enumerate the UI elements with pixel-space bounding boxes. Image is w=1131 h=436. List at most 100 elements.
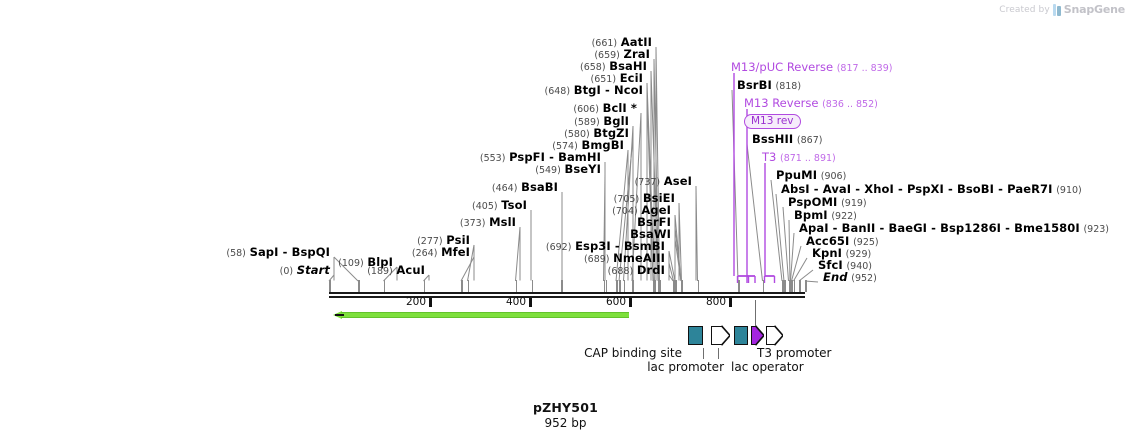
- enzyme-label[interactable]: (0) Start: [280, 264, 330, 278]
- enzyme-label[interactable]: PpuMI (906): [776, 169, 846, 183]
- restriction-site-tick[interactable]: [697, 280, 700, 292]
- restriction-site-tick[interactable]: [784, 280, 786, 292]
- enzyme-label[interactable]: BpmI (922): [794, 209, 857, 223]
- enzyme-position: (704): [612, 206, 638, 217]
- enzyme-position: (688): [607, 266, 634, 277]
- feature-glyph-lac-operator[interactable]: [734, 326, 748, 345]
- feature-arrowhead: [755, 325, 764, 346]
- restriction-site-tick[interactable]: [515, 280, 518, 292]
- primer-binding-pill[interactable]: M13 rev: [744, 114, 801, 129]
- restriction-site-tick[interactable]: [329, 280, 331, 292]
- restriction-site-tick[interactable]: [673, 280, 676, 292]
- feature-caption[interactable]: CAP binding site: [584, 346, 682, 360]
- enzyme-label[interactable]: (553) PspFI - BamHI: [480, 151, 601, 165]
- restriction-site-tick[interactable]: [467, 280, 470, 292]
- primer-label[interactable]: M13/pUC Reverse (817 .. 839): [731, 61, 892, 75]
- restriction-site-tick[interactable]: [383, 280, 386, 292]
- enzyme-position: (925): [853, 237, 879, 248]
- enzyme-label[interactable]: (264) MfeI: [412, 246, 470, 260]
- restriction-site-tick[interactable]: [423, 280, 426, 292]
- enzyme-label[interactable]: (277) PsiI: [417, 234, 470, 248]
- enzyme-name: MslI: [489, 215, 516, 229]
- enzyme-label[interactable]: (189) AcuI: [367, 264, 425, 278]
- restriction-site-tick[interactable]: [619, 280, 621, 292]
- enzyme-label[interactable]: (689) NmeAIII: [584, 252, 665, 266]
- restriction-site-tick[interactable]: [805, 280, 807, 292]
- enzyme-label[interactable]: (580) BtgZI: [564, 127, 629, 141]
- restriction-site-tick[interactable]: [659, 280, 662, 292]
- enzyme-label[interactable]: (651) EciI: [591, 72, 644, 86]
- feature-glyph-t3-promoter-left-glyph[interactable]: [751, 325, 764, 346]
- enzyme-label[interactable]: (574) BmgBI: [552, 139, 624, 153]
- enzyme-label[interactable]: (648) BtgI - NcoI: [545, 84, 643, 98]
- enzyme-label[interactable]: BsrFI: [637, 216, 671, 228]
- feature-caption[interactable]: lac promoter: [647, 360, 724, 374]
- enzyme-label[interactable]: End (952): [823, 271, 877, 285]
- orf-arrow[interactable]: [333, 311, 629, 319]
- restriction-site-tick[interactable]: [788, 280, 791, 292]
- enzyme-label[interactable]: (659) ZraI: [594, 48, 650, 62]
- enzyme-position: (651): [590, 74, 617, 85]
- restriction-site-tick[interactable]: [461, 280, 463, 292]
- enzyme-name: AseI: [663, 174, 692, 188]
- feature-caption[interactable]: lac operator: [731, 360, 804, 374]
- enzyme-label[interactable]: (661) AatII: [592, 36, 652, 50]
- restriction-site-tick[interactable]: [623, 280, 626, 292]
- enzyme-label[interactable]: (464) BsaBI: [492, 181, 558, 195]
- restriction-site-tick[interactable]: [791, 280, 794, 292]
- restriction-site-tick[interactable]: [605, 280, 608, 292]
- enzyme-label[interactable]: ApaI - BanII - BaeGI - Bsp1286I - Bme158…: [799, 222, 1109, 236]
- enzyme-name: EciI: [619, 71, 643, 85]
- enzyme-label[interactable]: (373) MslI: [460, 216, 516, 230]
- restriction-site-tick[interactable]: [603, 280, 606, 292]
- enzyme-label[interactable]: (589) BglI: [574, 115, 629, 129]
- restriction-site-tick[interactable]: [790, 280, 793, 292]
- restriction-site-tick[interactable]: [653, 280, 655, 292]
- restriction-site-tick[interactable]: [675, 280, 677, 292]
- enzyme-label[interactable]: (705) BsiEI: [614, 192, 675, 206]
- enzyme-label[interactable]: (704) AgeI: [612, 204, 671, 218]
- enzyme-position: (648): [544, 86, 571, 97]
- feature-box: [734, 326, 748, 345]
- feature-glyph-t3-promoter[interactable]: [766, 325, 783, 346]
- enzyme-label[interactable]: (658) BsaHI: [580, 60, 647, 74]
- enzyme-label[interactable]: (688) DrdI: [608, 264, 665, 278]
- restriction-site-tick[interactable]: [531, 280, 534, 292]
- restriction-site-tick[interactable]: [762, 280, 765, 292]
- restriction-site-tick[interactable]: [782, 280, 784, 292]
- primer-label[interactable]: T3 (871 .. 891): [762, 151, 836, 165]
- enzyme-label[interactable]: BsrBI (818): [737, 79, 801, 93]
- restriction-site-tick[interactable]: [616, 280, 618, 292]
- enzyme-label[interactable]: (549) BseYI: [535, 163, 601, 177]
- enzyme-label[interactable]: AbsI - AvaI - XhoI - PspXI - BsoBI - Pae…: [781, 183, 1082, 197]
- restriction-site-tick[interactable]: [793, 280, 796, 292]
- enzyme-label[interactable]: (58) SapI - BspQI: [226, 246, 330, 260]
- primer-label[interactable]: M13 Reverse (836 .. 852): [744, 97, 878, 111]
- snapgene-watermark: Created by SnapGene: [999, 3, 1125, 16]
- enzyme-label[interactable]: SfcI (940): [818, 259, 872, 273]
- enzyme-label[interactable]: Acc65I (925): [806, 235, 879, 249]
- enzyme-name: BsaHI: [609, 59, 647, 73]
- orf-arrow-line: [335, 314, 344, 316]
- enzyme-label[interactable]: (405) TsoI: [472, 199, 527, 213]
- enzyme-label[interactable]: PspOMI (919): [788, 196, 867, 210]
- restriction-site-tick[interactable]: [358, 280, 360, 292]
- restriction-site-tick[interactable]: [738, 280, 740, 292]
- enzyme-label[interactable]: BsaWI: [630, 228, 671, 240]
- restriction-site-tick[interactable]: [658, 280, 661, 292]
- enzyme-label[interactable]: BssHII (867): [752, 133, 822, 147]
- restriction-site-tick[interactable]: [561, 280, 563, 292]
- restriction-site-tick[interactable]: [654, 280, 657, 292]
- enzyme-label[interactable]: (737) AseI: [635, 175, 692, 189]
- restriction-site-tick[interactable]: [681, 280, 684, 292]
- feature-glyph-lac-promoter[interactable]: [711, 325, 730, 346]
- enzyme-label[interactable]: (692) Esp3I - BsmBI: [546, 240, 665, 254]
- restriction-site-tick[interactable]: [799, 280, 801, 292]
- enzyme-label[interactable]: (109) BlpI: [338, 256, 393, 270]
- enzyme-label[interactable]: KpnI (929): [812, 247, 871, 261]
- enzyme-position: (574): [552, 141, 578, 152]
- feature-glyph-cap-binding-site[interactable]: [688, 326, 703, 345]
- enzyme-label[interactable]: (606) BclI *: [573, 102, 637, 116]
- feature-caption[interactable]: T3 promoter: [757, 346, 832, 360]
- restriction-site-tick[interactable]: [632, 280, 634, 292]
